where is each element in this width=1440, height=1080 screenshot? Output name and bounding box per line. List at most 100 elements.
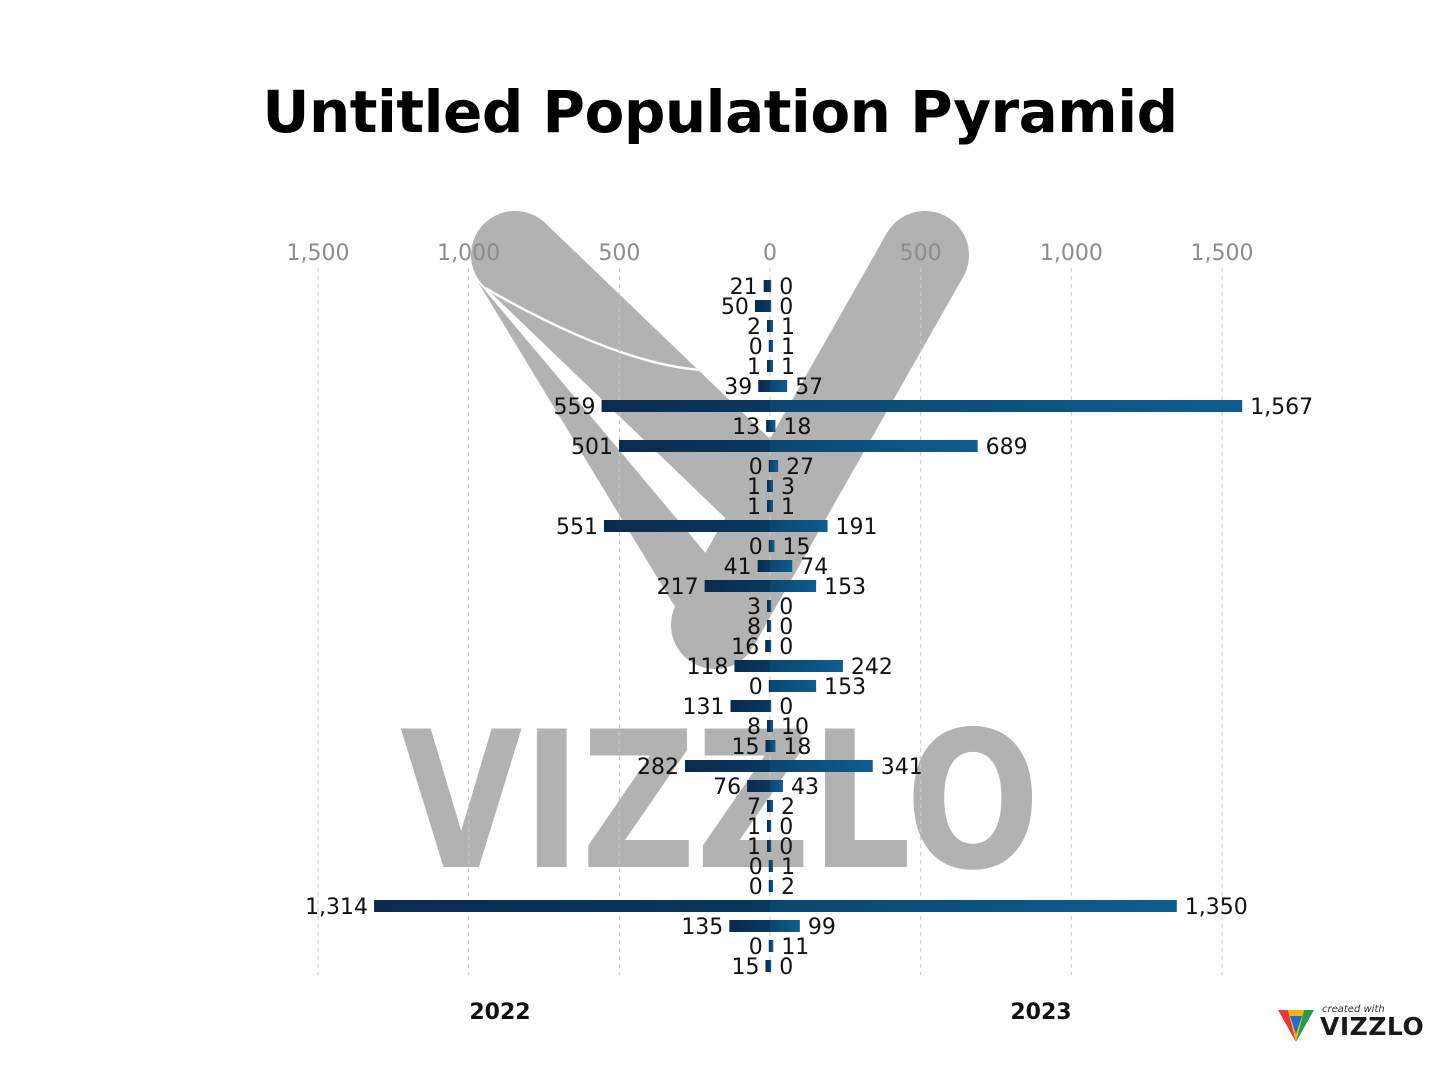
watermark-text: VIZZLO <box>400 691 1040 912</box>
value-label-2022: 501 <box>571 435 613 460</box>
value-label-2022: 21 <box>730 275 758 300</box>
value-label-2023: 0 <box>779 955 793 980</box>
bar-2023 <box>770 680 817 692</box>
value-label-2023: 0 <box>779 815 793 840</box>
bar-2023 <box>770 840 772 852</box>
value-label-2023: 0 <box>779 275 793 300</box>
bar-2022 <box>766 420 770 432</box>
bar-2023 <box>770 500 773 512</box>
value-label-2022: 0 <box>749 535 763 560</box>
bar-2022 <box>767 620 770 632</box>
bar-2023 <box>770 740 776 752</box>
bar-2023 <box>770 880 773 892</box>
bar-2022 <box>767 500 770 512</box>
bar-2022 <box>619 440 770 452</box>
bar-2022 <box>767 600 770 612</box>
value-label-2023: 191 <box>836 515 878 540</box>
bar-2023 <box>770 720 774 732</box>
bar-2022 <box>767 360 770 372</box>
bar-2023 <box>770 560 793 572</box>
bar-2022 <box>704 580 770 592</box>
bar-2023 <box>770 380 788 392</box>
value-label-2023: 341 <box>881 755 923 780</box>
value-label-2023: 0 <box>779 615 793 640</box>
legend-label-2022: 2022 <box>469 1000 530 1025</box>
value-label-2023: 0 <box>779 635 793 660</box>
bar-2022 <box>767 800 770 812</box>
value-label-2023: 1 <box>781 335 795 360</box>
value-label-2023: 0 <box>779 295 793 320</box>
x-tick-label: 1,500 <box>1191 241 1254 266</box>
value-label-2022: 1 <box>747 815 761 840</box>
bar-2022 <box>767 720 770 732</box>
bar-2023 <box>770 520 828 532</box>
bar-2022 <box>768 940 770 952</box>
x-axis-ticks: 1,500 1,000 500 0 500 1,000 1,500 <box>287 241 1254 266</box>
bar-2022 <box>729 920 770 932</box>
x-tick-label: 500 <box>900 241 942 266</box>
bar-2022 <box>767 320 770 332</box>
bar-2023 <box>770 580 817 592</box>
bar-2022 <box>757 560 770 572</box>
value-label-2023: 74 <box>800 555 828 580</box>
bar-2022 <box>603 520 770 532</box>
bar-2023 <box>770 780 783 792</box>
watermark-v-left-wing <box>478 282 745 648</box>
value-label-2023: 2 <box>781 875 795 900</box>
value-label-2022: 0 <box>749 935 763 960</box>
watermark-v-edge <box>484 286 771 372</box>
bar-2022 <box>768 860 770 872</box>
legend-label-2023: 2023 <box>1010 1000 1071 1025</box>
bar-2022 <box>765 640 770 652</box>
value-label-2022: 0 <box>749 675 763 700</box>
value-label-2022: 1 <box>747 495 761 520</box>
value-label-2023: 1 <box>781 495 795 520</box>
value-label-2022: 8 <box>747 715 761 740</box>
value-label-2022: 39 <box>724 375 752 400</box>
x-tick-label: 1,000 <box>1040 241 1103 266</box>
value-label-2023: 1,567 <box>1250 395 1313 420</box>
value-label-2022: 1 <box>747 835 761 860</box>
bar-2023 <box>770 640 772 652</box>
value-label-2023: 153 <box>824 575 866 600</box>
brand-small-text: created with <box>1322 1004 1385 1015</box>
brand-big-text: VIZZLO <box>1320 1012 1425 1041</box>
bar-2022 <box>730 700 770 712</box>
value-label-2023: 57 <box>795 375 823 400</box>
bar-2023 <box>770 860 773 872</box>
x-tick-label: 500 <box>598 241 640 266</box>
bar-2022 <box>768 880 770 892</box>
watermark-v-left-arm <box>471 211 814 544</box>
value-label-2022: 16 <box>731 635 759 660</box>
bar-2022 <box>734 660 770 672</box>
vizzlo-logo-icon <box>1278 1010 1314 1042</box>
value-label-2022: 0 <box>749 455 763 480</box>
bar-2023 <box>770 460 779 472</box>
value-label-2023: 27 <box>786 455 814 480</box>
value-label-2022: 135 <box>681 915 723 940</box>
value-label-2023: 11 <box>781 935 809 960</box>
value-label-2022: 118 <box>686 655 728 680</box>
value-label-2022: 1 <box>747 355 761 380</box>
bar-2023 <box>770 960 772 972</box>
bar-2022 <box>601 400 770 412</box>
bar-2023 <box>770 920 800 932</box>
bar-2023 <box>770 280 772 292</box>
value-label-2023: 0 <box>779 595 793 620</box>
bar-2022 <box>768 460 770 472</box>
bar-2022 <box>747 780 770 792</box>
value-label-2022: 7 <box>747 795 761 820</box>
value-label-2023: 43 <box>791 775 819 800</box>
legend: 2022 2023 <box>469 1000 1071 1025</box>
bar-2023 <box>770 660 843 672</box>
value-label-2022: 50 <box>721 295 749 320</box>
vizzlo-brand: created with VIZZLO <box>1276 1004 1426 1044</box>
bar-2022 <box>767 840 770 852</box>
value-label-2023: 99 <box>808 915 836 940</box>
bar-2023 <box>770 320 773 332</box>
bar-2022 <box>754 300 770 312</box>
value-label-2022: 2 <box>747 315 761 340</box>
bar-2023 <box>770 480 773 492</box>
x-tick-label: 0 <box>763 241 777 266</box>
